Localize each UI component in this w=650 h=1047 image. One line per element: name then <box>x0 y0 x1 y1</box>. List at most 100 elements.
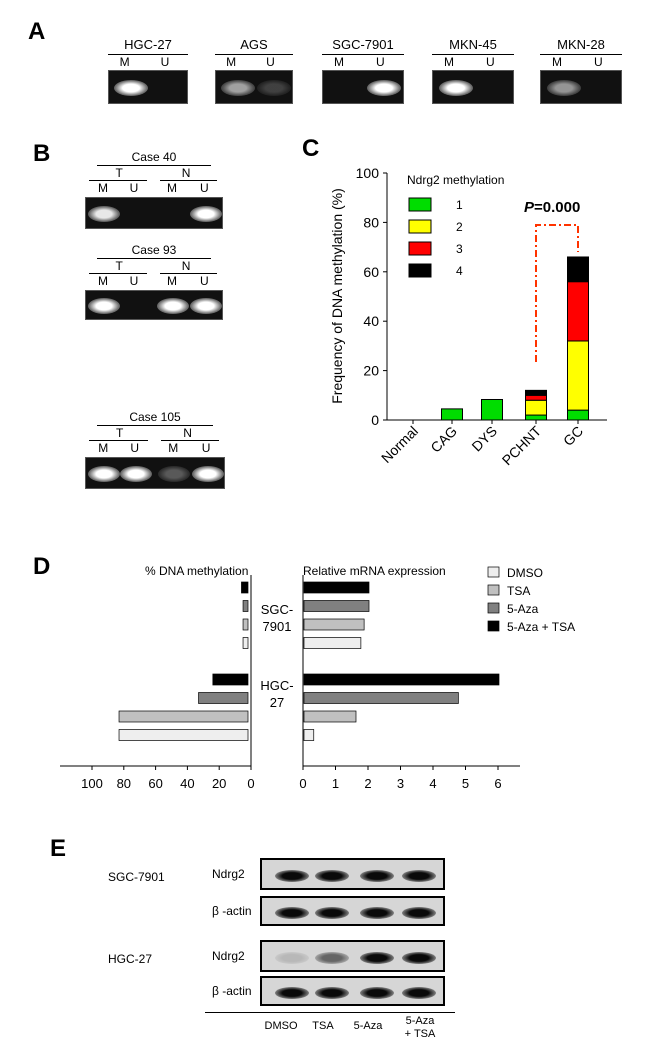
y-tick-label: 100 <box>356 165 380 181</box>
lane-label-m: M <box>119 55 130 69</box>
blot-band <box>402 952 437 964</box>
gel-image <box>108 70 188 104</box>
blot-image <box>260 976 445 1006</box>
lane-label: U <box>200 274 209 288</box>
legend-label: 5-Aza + TSA <box>507 620 575 634</box>
lane-label: M <box>98 441 109 455</box>
cell-line-underline <box>215 54 293 55</box>
panel-d-letter: D <box>33 553 51 580</box>
cell-line-label: HGC-27 <box>108 952 153 966</box>
tumor-label: T <box>116 426 124 440</box>
legend-swatch <box>487 620 500 632</box>
unmethylated-band <box>256 80 291 96</box>
methylation-bar <box>242 637 249 649</box>
gel-image <box>85 290 223 320</box>
y-tick-label: 80 <box>363 214 379 230</box>
right-title: Relative mRNA expression <box>303 564 446 578</box>
tumor-label: T <box>115 259 123 273</box>
blot-band <box>274 987 309 999</box>
lane-label-u: U <box>266 55 275 69</box>
left-tick-label: 60 <box>148 776 162 791</box>
row-label: Ndrg2 <box>212 949 245 963</box>
legend-label: 4 <box>456 264 463 278</box>
gel-band <box>88 466 121 482</box>
bar-segment <box>567 256 589 283</box>
legend-swatch <box>408 197 432 212</box>
legend-swatch <box>408 241 432 256</box>
blot-band <box>402 907 437 919</box>
gel-band <box>156 298 189 314</box>
blot-band <box>274 870 309 882</box>
normal-label: N <box>181 259 191 273</box>
legend-label: 3 <box>456 242 463 256</box>
lane-label-u: U <box>486 55 495 69</box>
right-tick-label: 0 <box>299 776 306 791</box>
bar-segment <box>525 394 547 401</box>
bar-segment <box>525 399 547 416</box>
lane-label: M <box>166 181 177 195</box>
x-tick-label: DYS <box>468 423 500 455</box>
lane-label-m: M <box>334 55 345 69</box>
legend-swatch <box>408 263 432 278</box>
blot-band <box>274 952 309 964</box>
lane-label-m: M <box>226 55 237 69</box>
gel-band <box>87 298 120 314</box>
methylation-bar <box>198 692 249 704</box>
bar-segment <box>525 389 547 396</box>
expression-bar <box>303 581 370 594</box>
legend-label: 1 <box>456 198 463 212</box>
p-symbol: P <box>524 199 535 216</box>
row-label: β -actin <box>212 904 252 918</box>
blot-image <box>260 896 445 926</box>
gel-band <box>158 466 191 482</box>
legend-swatch <box>487 602 500 614</box>
methylation-expression-chart: % DNA methylation Relative mRNA expressio… <box>60 564 575 791</box>
cell-line-label: AGS <box>240 37 268 52</box>
methylation-bar <box>242 600 249 612</box>
lane-label: M <box>97 274 108 288</box>
group-label-line2: 7901 <box>263 619 292 634</box>
blot-band <box>402 987 437 999</box>
case-underline <box>97 165 211 166</box>
gel-band <box>191 466 224 482</box>
cell-line-underline <box>540 54 622 55</box>
lane-label: M <box>166 274 177 288</box>
lane-label-u: U <box>160 55 170 69</box>
bar-segment <box>481 398 503 421</box>
case-title: Case 93 <box>131 243 177 257</box>
lane-label-u: U <box>376 55 385 69</box>
blot-band <box>359 870 394 882</box>
case-underline <box>97 258 211 259</box>
group-label-line2: 27 <box>270 695 284 710</box>
gel-band <box>120 466 153 482</box>
gel-image <box>432 70 514 104</box>
group-label-line1: HGC- <box>260 678 293 693</box>
lane-label-u: U <box>594 55 603 69</box>
lane-label: U <box>129 181 139 195</box>
unmethylated-band <box>366 80 401 96</box>
lane-label: 5-Aza <box>353 1020 383 1032</box>
right-tick-label: 6 <box>494 776 501 791</box>
blot-image <box>260 858 445 890</box>
lane-label: M <box>168 441 179 455</box>
methylated-band <box>438 80 473 96</box>
blot-image <box>260 940 445 972</box>
blot-band <box>315 987 350 999</box>
methylated-band <box>220 80 255 96</box>
bar-segment <box>525 414 547 421</box>
blot-band <box>402 870 437 882</box>
legend-swatch <box>408 219 432 234</box>
lane-label: U <box>129 274 139 288</box>
lane-label: U <box>200 181 209 195</box>
methylation-bar <box>241 581 249 594</box>
right-tick-label: 2 <box>364 776 371 791</box>
case-title: Case 105 <box>129 410 181 424</box>
y-tick-label: 0 <box>371 412 379 428</box>
expression-bar <box>303 637 362 649</box>
tumor-underline <box>89 180 147 181</box>
row-label: β -actin <box>212 984 252 998</box>
methylation-bar <box>118 729 249 741</box>
cell-line-underline <box>108 54 188 55</box>
left-tick-label: 20 <box>212 776 226 791</box>
blot-band <box>315 907 350 919</box>
